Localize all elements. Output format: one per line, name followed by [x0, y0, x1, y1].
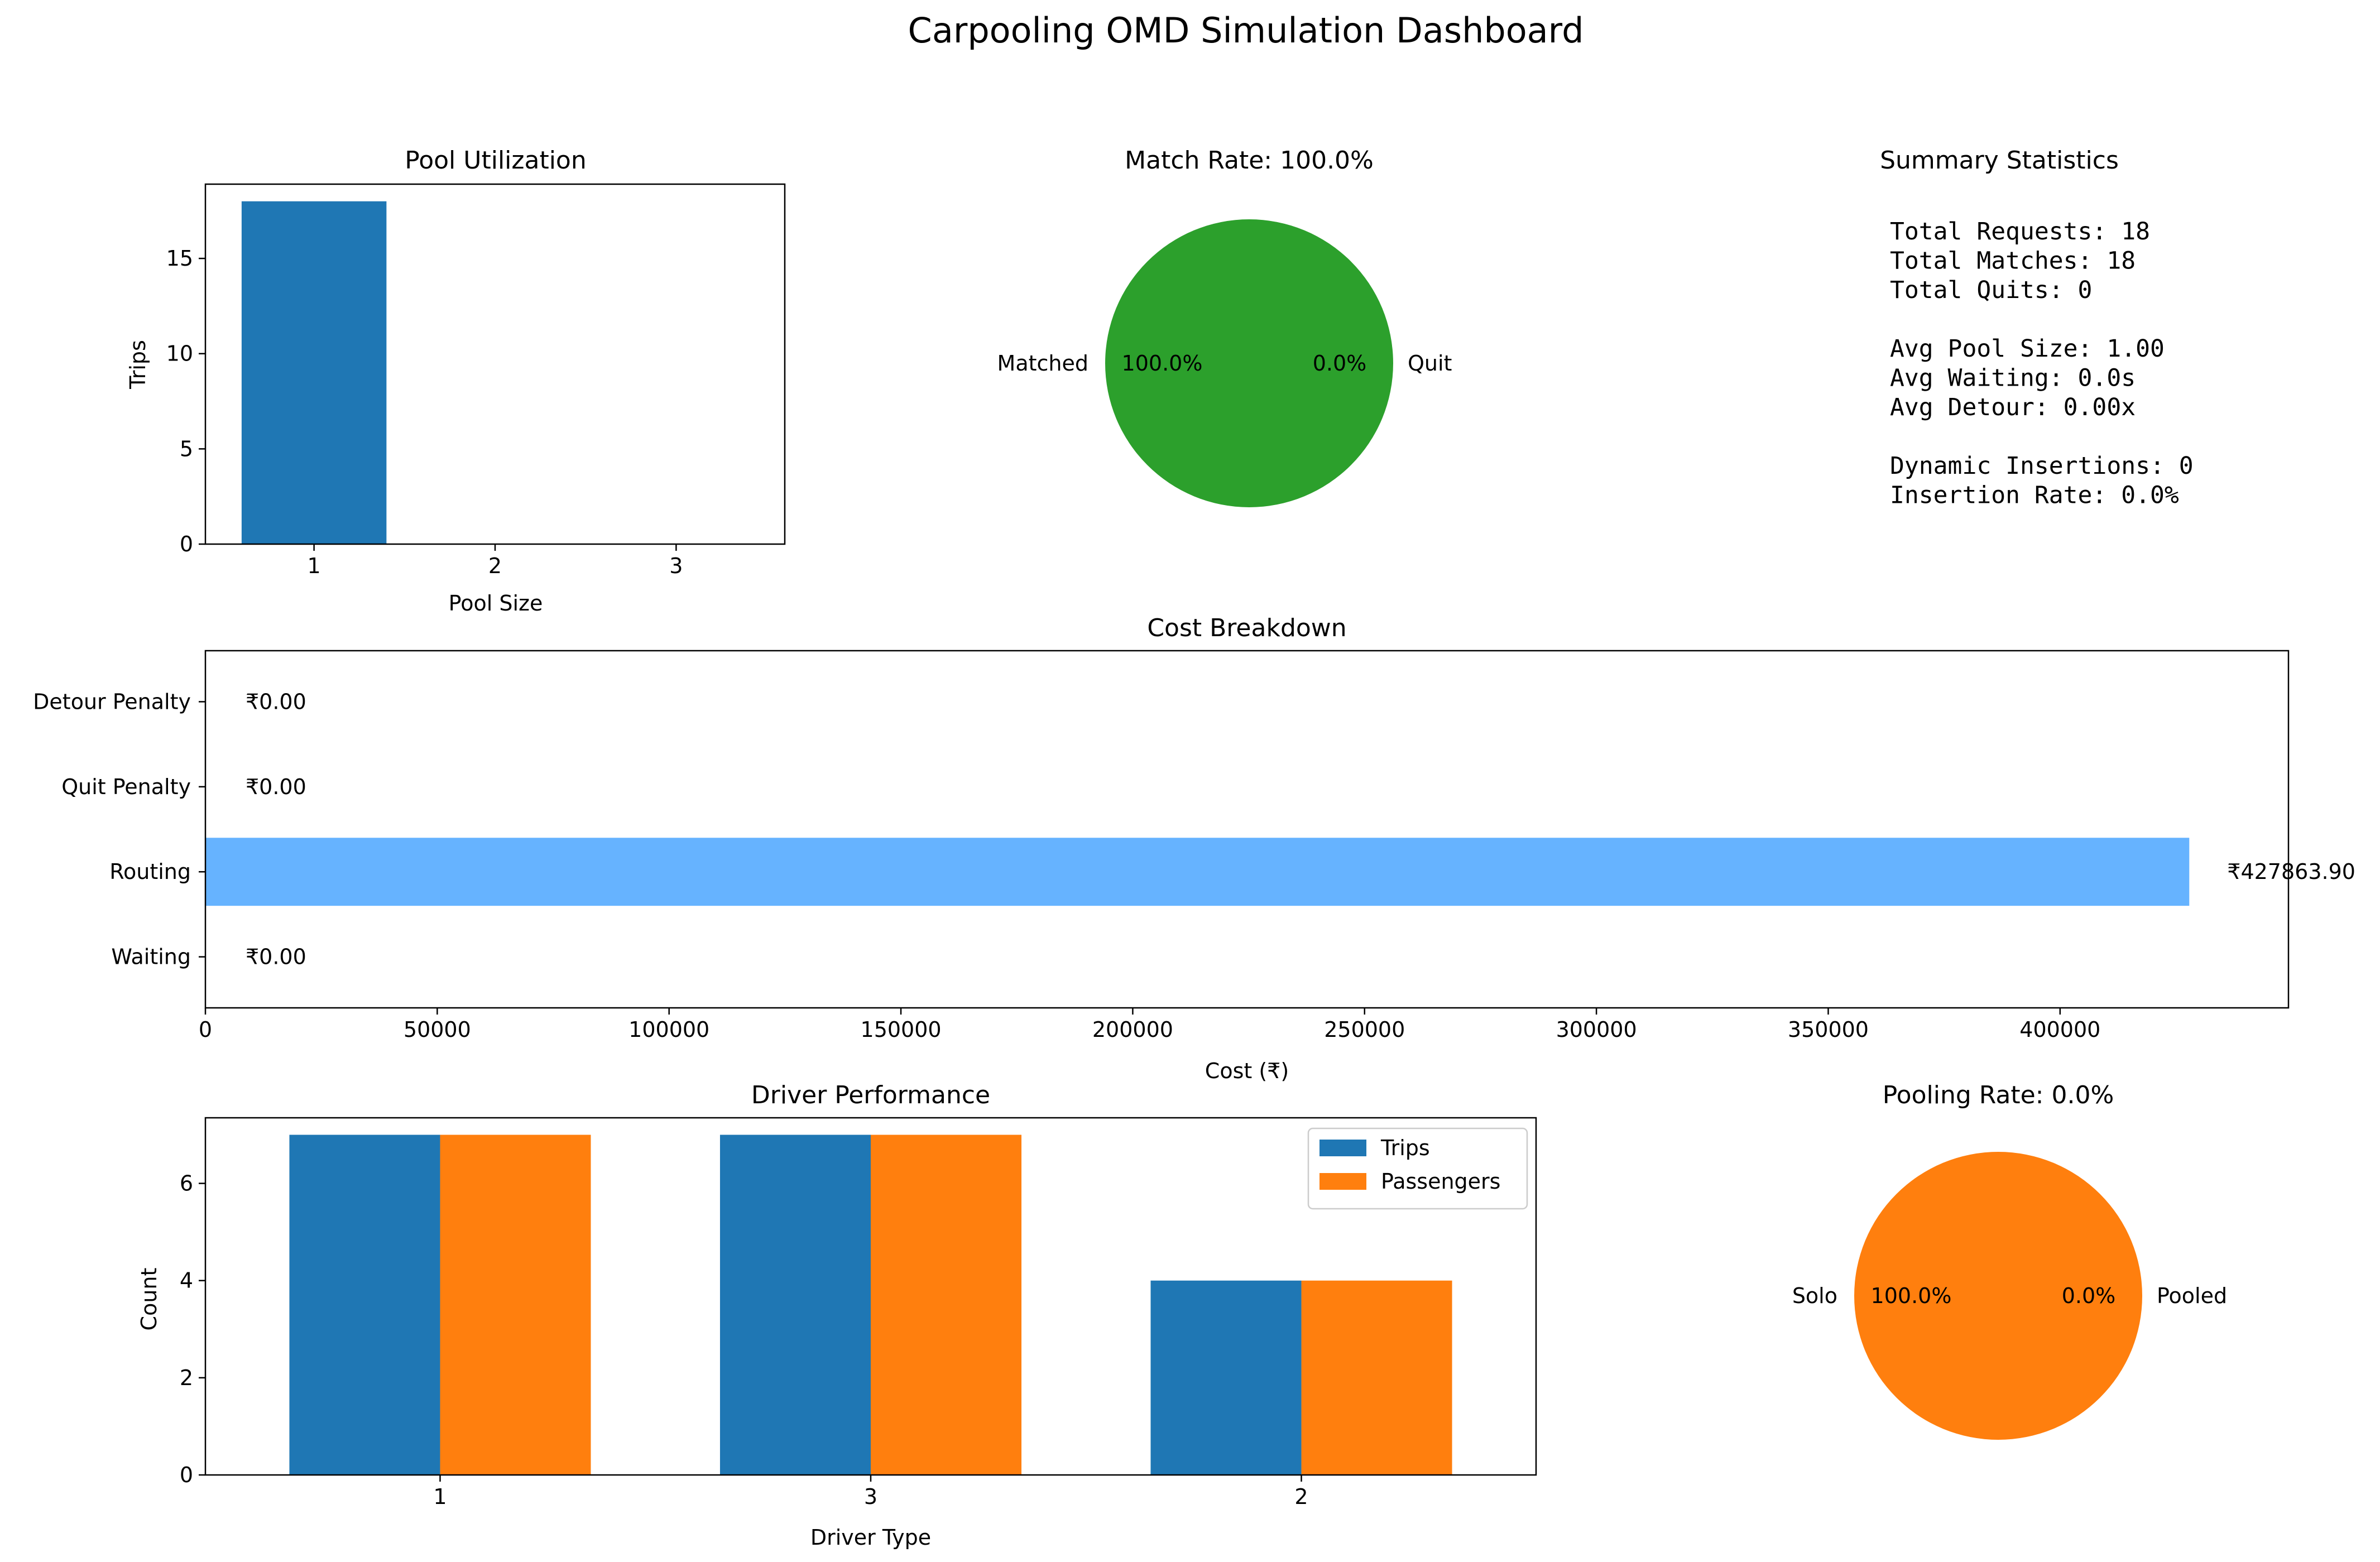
- summary-line: Insertion Rate: 0.0%: [1890, 482, 2179, 510]
- summary-title: Summary Statistics: [1880, 146, 2119, 175]
- match-rate-chart: Match Rate: 100.0% Matched 100.0% 0.0% Quit: [997, 146, 1452, 507]
- bar-passengers: [440, 1135, 591, 1475]
- cost-value-label: ₹0.00: [246, 775, 306, 799]
- driver-performance-legend: Trips Passengers: [1307, 1127, 1528, 1210]
- cost-value-label: ₹0.00: [246, 689, 306, 714]
- pie-percent-label: 100.0%: [1871, 1284, 1952, 1308]
- summary-line: Avg Detour: 0.00x: [1890, 393, 2136, 421]
- y-tick-label: 4: [180, 1268, 193, 1293]
- bar-trips: [1150, 1280, 1302, 1475]
- y-tick-label: Quit Penalty: [61, 775, 191, 799]
- cost-value-label: ₹0.00: [246, 945, 306, 969]
- pooling-rate-chart: Pooling Rate: 0.0% Solo 100.0% 0.0% Pooled: [1792, 1081, 2227, 1440]
- x-tick-label: 200000: [1092, 1017, 1173, 1042]
- y-tick-label: Detour Penalty: [33, 689, 191, 714]
- summary-line: Total Matches: 18: [1890, 247, 2136, 275]
- legend-swatch: [1319, 1140, 1366, 1156]
- y-tick-label: 10: [166, 342, 193, 366]
- x-tick-label: 300000: [1556, 1017, 1637, 1042]
- y-tick-label: Routing: [109, 859, 191, 884]
- cost-value-label: ₹427863.90: [2227, 859, 2355, 884]
- y-tick-label: 0: [180, 532, 193, 556]
- legend-label: Trips: [1380, 1136, 1430, 1160]
- y-tick-label: 5: [180, 436, 193, 461]
- x-tick-label: 3: [669, 554, 683, 578]
- summary-line: Total Quits: 0: [1890, 276, 2092, 304]
- y-tick-label: 15: [166, 246, 193, 271]
- pie-slice: [1105, 219, 1393, 507]
- axes-frame: [204, 183, 786, 545]
- summary-line: Avg Waiting: 0.0s: [1890, 364, 2136, 392]
- pool-bar: [241, 201, 387, 544]
- pool-utilization-ylabel: Trips: [126, 340, 150, 390]
- pie-slice: [1854, 1152, 2142, 1440]
- pool-utilization-xlabel: Pool Size: [449, 591, 543, 616]
- bar-passengers: [871, 1135, 1022, 1475]
- cost-bar: [205, 838, 2190, 906]
- pie-label: Matched: [997, 351, 1088, 376]
- x-tick-label: 250000: [1324, 1017, 1405, 1042]
- x-tick-label: 1: [308, 554, 321, 578]
- x-tick-label: 100000: [628, 1017, 709, 1042]
- y-tick-label: 6: [180, 1171, 193, 1196]
- pool-utilization-chart: 1 2 3 0 5 10 15 Pool Utilization Pool Size Tri…: [126, 146, 786, 616]
- driver-performance-ylabel: Count: [137, 1268, 161, 1331]
- driver-performance-title: Driver Performance: [751, 1081, 990, 1109]
- summary-line: Dynamic Insertions: 0: [1890, 452, 2194, 480]
- driver-performance-chart: 1 3 2 0 2 4 6 Driver Performance Driver Type C…: [137, 1081, 1537, 1550]
- x-tick-label: 2: [488, 554, 502, 578]
- bar-trips: [719, 1135, 871, 1475]
- match-rate-title: Match Rate: 100.0%: [1125, 146, 1374, 175]
- cost-breakdown-xlabel: Cost (₹): [1205, 1059, 1289, 1083]
- x-tick-label: 350000: [1788, 1017, 1869, 1042]
- summary-line: Avg Pool Size: 1.00: [1890, 335, 2165, 363]
- x-tick-label: 1: [433, 1484, 447, 1509]
- figure-title: Carpooling OMD Simulation Dashboard: [908, 10, 1584, 51]
- x-tick-label: 0: [199, 1017, 212, 1042]
- pie-percent-label: 100.0%: [1122, 351, 1203, 376]
- pie-label: Pooled: [2157, 1284, 2227, 1308]
- y-tick-label: Waiting: [111, 945, 191, 969]
- x-tick-label: 50000: [404, 1017, 471, 1042]
- y-tick-label: 0: [180, 1463, 193, 1487]
- summary-line: Total Requests: 18: [1890, 218, 2150, 246]
- bar-trips: [289, 1135, 440, 1475]
- x-tick-label: 400000: [2019, 1017, 2100, 1042]
- driver-performance-xlabel: Driver Type: [810, 1525, 931, 1550]
- bar-passengers: [1301, 1280, 1452, 1475]
- pie-percent-label: 0.0%: [1313, 351, 1367, 376]
- pool-utilization-title: Pool Utilization: [405, 146, 587, 175]
- x-tick-label: 3: [864, 1484, 877, 1509]
- cost-breakdown-chart: ₹0.00 ₹427863.90 ₹0.00 ₹0.00 Waiting Routing…: [33, 614, 2355, 1083]
- x-tick-label: 150000: [861, 1017, 942, 1042]
- x-tick-label: 2: [1294, 1484, 1308, 1509]
- pooling-rate-title: Pooling Rate: 0.0%: [1883, 1081, 2114, 1109]
- legend-swatch: [1319, 1173, 1366, 1190]
- cost-breakdown-title: Cost Breakdown: [1147, 614, 1346, 642]
- axes-frame: [204, 1117, 1537, 1476]
- y-tick-label: 2: [180, 1366, 193, 1390]
- axes-frame: [204, 650, 2290, 1009]
- pie-label: Solo: [1792, 1284, 1837, 1308]
- pie-label: Quit: [1408, 351, 1452, 376]
- pie-percent-label: 0.0%: [2062, 1284, 2116, 1308]
- summary-statistics-panel: Summary Statistics Total Requests: 18Tot…: [1880, 146, 2194, 510]
- legend-label: Passengers: [1381, 1169, 1500, 1194]
